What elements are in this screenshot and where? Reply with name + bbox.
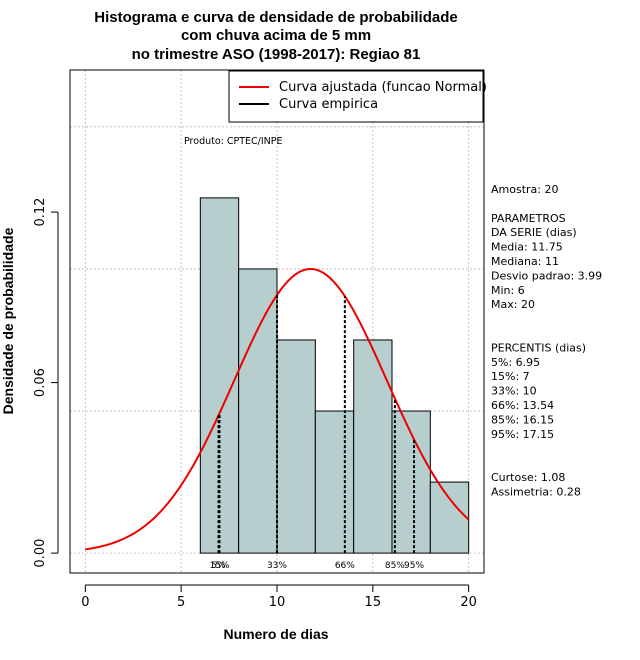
stats-line: Mediana: 11 [491,255,559,268]
y-tick-label: 0.12 [33,198,48,227]
legend[interactable]: Curva ajustada (funcao Normal) Curva emp… [228,70,487,123]
plot-frame [69,69,485,574]
stats-line: Max: 20 [491,298,535,311]
histogram-bar [353,339,393,554]
histogram-bars [199,197,470,554]
x-tick-label: 15 [365,595,382,610]
stats-line: Assimetria: 0.28 [491,485,581,498]
percentile-label: 33% [267,561,287,571]
stats-line: Min: 6 [491,284,525,297]
stats-line: 5%: 6.95 [491,356,540,369]
percentile-label: 5% [211,561,226,571]
title-line-2: com chuva acima de 5 mm [181,27,371,44]
stats-line: 66%: 13.54 [491,399,554,412]
histogram-bar [429,481,470,554]
y-axis-label: Densidade de probabilidade [0,227,16,414]
percentile-label: 66% [335,561,355,571]
histogram-bar [199,197,240,554]
stats-line: 15%: 7 [491,370,530,383]
normal-curve [85,267,470,551]
stats-line: Media: 11.75 [491,241,563,254]
product-annotation: Produto: CPTEC/INPE [184,136,283,147]
y-axis: 0.00 0.06 0.12 [33,198,59,568]
title-line-3: no trimestre ASO (1998-2017): Regiao 81 [132,46,421,63]
stats-line: 95%: 17.15 [491,428,554,441]
x-axis: 0 5 10 15 20 [81,584,477,610]
percentile-label: 15% [209,561,229,571]
stats-line: Desvio padrao: 3.99 [491,269,602,282]
chart-title: Histograma e curva de densidade de proba… [94,9,457,63]
title-line-1: Histograma e curva de densidade de proba… [94,9,457,26]
percentile-label: 85% [385,561,405,571]
stats-line: Amostra: 20 [491,183,558,196]
percentile-label: 95% [404,561,424,571]
y-tick-label: 0.06 [33,368,48,397]
x-tick-label: 20 [460,595,477,610]
legend-label-empirical: Curva empirica [279,97,378,112]
stats-line: DA SERIE (dias) [491,226,577,239]
percentile-labels: 5%15% 33% 66% 85% 95% [209,561,424,571]
legend-label-fitted: Curva ajustada (funcao Normal) [279,80,487,95]
histogram-bar [276,339,316,554]
stats-line: PERCENTIS (dias) [491,341,586,354]
legend-box [228,70,484,123]
histogram-bar [314,410,355,554]
stats-line: 33%: 10 [491,385,537,398]
y-tick-label: 0.00 [33,539,48,568]
x-tick-label: 0 [81,595,89,610]
x-axis-label: Numero de dias [223,626,328,642]
x-tick-label: 5 [177,595,185,610]
histogram-bar [238,268,278,554]
stats-line: PARAMETROS [491,212,566,225]
percentile-lines [217,295,416,554]
stats-line: Curtose: 1.08 [491,471,565,484]
stats-line: 85%: 16.15 [491,413,554,426]
x-tick-label: 10 [269,595,286,610]
